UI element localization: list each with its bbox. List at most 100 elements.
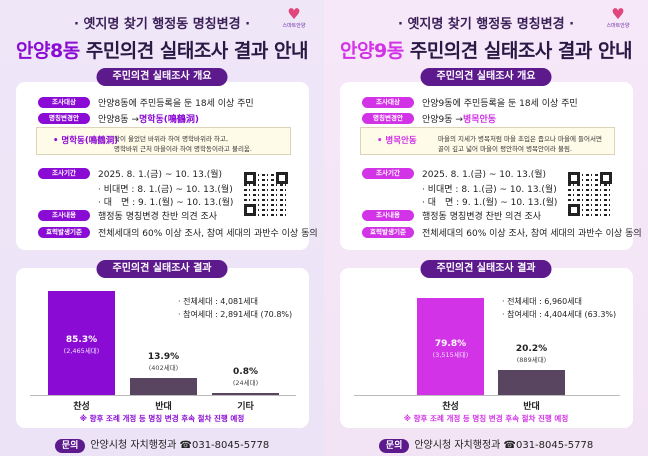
overview-heading: 주민의견 실태조사 개요 [96,68,228,86]
rename-to: 병목안동 [462,114,497,125]
bar-count: (2,465세대) [63,346,100,355]
target-value: 안양8동에 주민등록을 둔 18세 이상 주민 [98,98,254,109]
poster-anyang8dong: · 옛지명 찾기 행정동 명칭변경 · 안양8동 주민의견 실태조사 결과 안내… [0,0,324,456]
survey-qr-code[interactable] [242,170,290,218]
total-households: · 전체세대 : 6,960세대 [502,297,582,306]
period-tag: 조사기간 [38,167,90,179]
name-origin-note: • 명학동(鳴鶴洞) 학이 울었던 바위라 하여 명학바위라 하고, 명학바위 근처… [36,127,291,155]
city-logo: ♥ 스마트안양 [280,5,308,33]
note-line: 명학바위 근처 마을이라 하여 명학동이라고 불리움. [114,145,252,153]
household-stats: · 전체세대 : 6,960세대 · 참여세대 : 4,404세대 (63.3%) [502,295,616,321]
follow-up-note: ※ 향후 조례 개정 등 명칭 변경 후속 절차 진행 예정 [403,414,569,423]
contact-tag: 문의 [378,439,410,453]
note-line: 학이 울었던 바위라 하여 명학바위라 하고, [114,135,229,143]
bar-2 [212,393,279,395]
bar-value-label: 20.2% (889세대) [498,344,565,364]
poster-anyang9dong: · 옛지명 찾기 행정동 명칭변경 · 안양9동 주민의견 실태조사 결과 안내… [324,0,648,456]
target-tag: 조사대상 [38,96,90,108]
target-row: 조사대상 안양8동에 주민등록을 둔 18세 이상 주민 [38,96,254,109]
bar-1 [130,378,197,395]
participant-households: · 참여세대 : 2,891세대 (70.8%) [178,310,293,319]
period-online: · 비대면 : 8. 1.(금) ~ 10. 13.(월) [422,185,557,195]
bar-value-label: 85.3% (2,465세대) [48,335,115,355]
target-tag: 조사대상 [362,96,414,108]
period-offline: · 대 면 : 9. 1.(월) ~ 10. 13.(월) [98,198,234,208]
rename-to: 명학동(鳴鶴洞) [138,114,200,125]
criteria-value: 전체세대의 60% 이상 조사, 참여 세대의 과반수 이상 동의 [98,228,318,239]
period-row: 조사기간 2025. 8. 1.(금) ~ 10. 13.(월) [362,167,547,180]
period-tag: 조사기간 [362,167,414,179]
content-row: 조사내용 행정동 명칭변경 찬반 의견 조사 [38,209,217,222]
note-line: 골이 깊고 넓어 마을이 평안하여 병목안이라 불림. [438,145,573,153]
category-label: 찬성 [442,402,459,412]
criteria-tag: 효력발생기준 [362,226,414,238]
follow-up-note: ※ 향후 조례 개정 등 명칭 변경 후속 절차 진행 예정 [79,414,245,423]
title-district: 안양8동 [16,40,80,62]
title-text: 주민의견 실태조사 결과 안내 [79,40,309,62]
bar-percent: 20.2% [515,344,548,355]
criteria-row: 효력발생기준 전체세대의 60% 이상 조사, 참여 세대의 과반수 이상 동의 [362,226,642,239]
bar-count: (24세대) [232,379,259,387]
note-key: • 병목안동 [377,136,417,146]
bar-count: (3,515세대) [432,350,469,359]
rename-from: 안양8동 → [98,114,139,125]
poster-subtitle: · 옛지명 찾기 행정동 명칭변경 · [397,17,575,32]
period-value: 2025. 8. 1.(금) ~ 10. 13.(월) [98,169,223,180]
contact-tag: 문의 [54,439,86,453]
participant-households: · 참여세대 : 4,404세대 (63.3%) [502,310,617,319]
title-text: 주민의견 실태조사 결과 안내 [403,40,633,62]
rename-tag: 명칭변경안 [362,112,414,124]
content-tag: 조사내용 [362,209,414,221]
bar-percent: 0.8% [233,367,258,377]
bar-count: (402세대) [148,364,179,373]
content-tag: 조사내용 [38,209,90,221]
period-value: 2025. 8. 1.(금) ~ 10. 13.(월) [422,169,547,180]
bar-value-label: 0.8% (24세대) [212,367,279,387]
target-row: 조사대상 안양9동에 주민등록을 둔 18세 이상 주민 [362,96,578,109]
poster-title: 안양9동 주민의견 실태조사 결과 안내 [324,36,648,63]
criteria-value: 전체세대의 60% 이상 조사, 참여 세대의 과반수 이상 동의 [422,228,642,239]
poster-title: 안양8동 주민의견 실태조사 결과 안내 [0,36,324,63]
contact-line: 문의 안양시청 자치행정과 ☎031-8045-5778 [0,436,324,453]
poster-subtitle: · 옛지명 찾기 행정동 명칭변경 · [73,17,251,32]
chart-baseline [30,395,296,396]
content-row: 조사내용 행정동 명칭변경 찬반 의견 조사 [362,209,541,222]
bar-percent: 79.8% [434,338,467,349]
note-line: 마을의 지세가 병목처럼 마을 초입은 좁으나 마을에 들어서면 [438,135,602,143]
bar-value-label: 13.9% (402세대) [130,352,197,372]
note-key: • 명학동(鳴鶴洞) [53,136,119,146]
bar-percent: 13.9% [147,352,180,363]
rename-row: 명칭변경안 안양8동 → 명학동(鳴鶴洞) [38,112,200,125]
total-households: · 전체세대 : 4,081세대 [178,297,258,306]
bar-percent: 85.3% [65,334,98,345]
rename-tag: 명칭변경안 [38,112,90,124]
chart-baseline [354,395,620,396]
bar-0 [48,290,115,395]
bar-value-label: 79.8% (3,515세대) [417,339,484,359]
results-heading: 주민의견 실태조사 결과 [420,260,552,278]
target-value: 안양9동에 주민등록을 둔 18세 이상 주민 [422,98,578,109]
criteria-tag: 효력발생기준 [38,226,90,238]
city-logo: ♥ 스마트안양 [604,5,632,33]
category-label: 반대 [523,402,540,412]
category-label: 찬성 [73,402,90,412]
contact-info: 안양시청 자치행정과 ☎031-8045-5778 [414,440,594,451]
survey-qr-code[interactable] [566,170,614,218]
bar-1 [498,370,565,395]
results-heading: 주민의견 실태조사 결과 [96,260,228,278]
overview-heading: 주민의견 실태조사 개요 [420,68,552,86]
results-bar-chart: 79.8% (3,515세대) 찬성 20.2% (889세대) 반대 [324,268,648,418]
rename-from: 안양9동 → [422,114,463,125]
rename-row: 명칭변경안 안양9동 → 병목안동 [362,112,497,125]
category-label: 반대 [155,402,172,412]
period-row: 조사기간 2025. 8. 1.(금) ~ 10. 13.(월) [38,167,223,180]
overview-card [340,82,633,250]
period-online: · 비대면 : 8. 1.(금) ~ 10. 13.(월) [98,185,233,195]
results-bar-chart: 85.3% (2,465세대) 찬성 13.9% (402세대) 반대 0.8% (24세대)… [0,268,324,418]
period-offline: · 대 면 : 9. 1.(월) ~ 10. 13.(월) [422,198,558,208]
bar-0 [417,297,484,395]
contact-line: 문의 안양시청 자치행정과 ☎031-8045-5778 [324,436,648,453]
title-district: 안양9동 [340,40,404,62]
bar-count: (889세대) [516,356,547,365]
